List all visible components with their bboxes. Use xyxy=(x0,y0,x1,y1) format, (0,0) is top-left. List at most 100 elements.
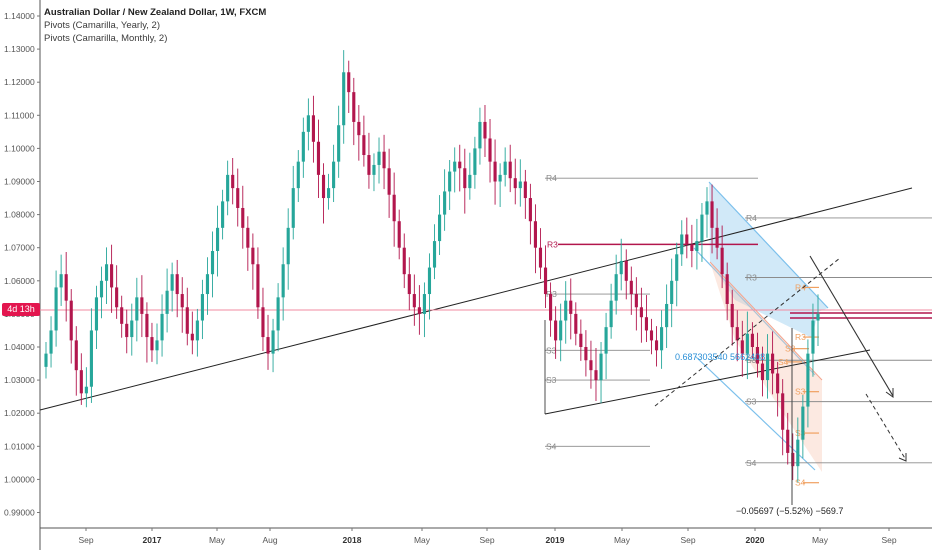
candle-body xyxy=(801,406,805,440)
trendline-support xyxy=(39,187,913,411)
candle-body xyxy=(599,353,603,381)
yearly-pivot-label: S4 xyxy=(546,441,557,451)
candle-body xyxy=(402,247,406,275)
candle-body xyxy=(609,300,613,328)
candle-body xyxy=(533,221,538,248)
candle-body xyxy=(357,121,361,136)
candle-body xyxy=(750,333,754,347)
candle-body xyxy=(417,307,421,314)
candle-body xyxy=(200,294,204,321)
x-tick-label: May xyxy=(614,535,631,545)
candle-body xyxy=(503,161,507,175)
candle-body xyxy=(342,72,346,126)
candle-body xyxy=(291,188,295,228)
candle-body xyxy=(140,297,144,314)
candle-body xyxy=(604,327,608,354)
channel-blue-mid xyxy=(693,247,816,376)
x-tick-label: Sep xyxy=(680,535,695,545)
yearly-pivot-label: R4 xyxy=(746,213,757,223)
candle-body xyxy=(347,72,351,93)
candle-body xyxy=(735,327,739,341)
candle-body xyxy=(453,161,457,172)
yearly-pivot-label: S3 xyxy=(546,345,557,355)
candle-body xyxy=(160,313,164,341)
monthly-pivot-label: S3 xyxy=(795,428,806,438)
candle-body xyxy=(432,241,437,268)
y-tick-label: 1.06000 xyxy=(4,276,35,286)
yearly-pivot-label: R4 xyxy=(546,173,557,183)
candle-body xyxy=(710,201,714,228)
candle-body xyxy=(155,340,159,351)
candle-body xyxy=(538,247,543,268)
x-tick-label: 2020 xyxy=(746,535,765,545)
candle-body xyxy=(64,274,68,301)
candle-body xyxy=(266,337,270,354)
candle-body xyxy=(468,174,472,189)
y-tick-label: 1.12000 xyxy=(4,77,35,87)
y-tick-label: 1.03000 xyxy=(4,375,35,385)
y-tick-label: 0.99000 xyxy=(4,508,35,518)
x-tick-label: Sep xyxy=(479,535,494,545)
yearly-pivot-label: R3 xyxy=(746,272,757,282)
candle-body xyxy=(705,201,709,215)
y-tick-label: 1.00000 xyxy=(4,474,35,484)
candle-body xyxy=(559,320,563,341)
candle-body xyxy=(392,194,396,222)
candle-body xyxy=(740,340,744,354)
projection-arrow-2 xyxy=(865,393,907,461)
candle-body xyxy=(337,125,341,162)
yearly-pivot-label: S3 xyxy=(746,355,757,365)
candle-body xyxy=(791,452,795,467)
indicator-monthly-pivots[interactable]: Pivots (Camarilla, Monthly, 2) xyxy=(44,33,168,44)
y-tick-label: 1.10000 xyxy=(4,143,35,153)
candle-body xyxy=(796,439,800,467)
candle-body xyxy=(680,234,684,255)
x-tick-label: Sep xyxy=(881,535,896,545)
x-tick-label: 2018 xyxy=(343,535,362,545)
candle-body xyxy=(760,363,765,381)
countdown-price-tag: 4d 13h xyxy=(2,303,40,316)
candle-body xyxy=(478,121,482,149)
candle-body xyxy=(407,274,411,295)
y-tick-label: 1.07000 xyxy=(4,243,35,253)
candle-body xyxy=(755,347,760,364)
x-tick-label: Aug xyxy=(262,535,277,545)
y-tick-label: 1.13000 xyxy=(4,44,35,54)
candle-body xyxy=(483,121,487,139)
candle-body xyxy=(54,287,58,331)
candle-body xyxy=(301,131,305,162)
candle-body xyxy=(438,214,442,242)
candle-body xyxy=(306,115,310,132)
candle-body xyxy=(644,317,649,331)
indicator-yearly-pivots[interactable]: Pivots (Camarilla, Yearly, 2) xyxy=(44,20,160,31)
symbol-title[interactable]: Australian Dollar / New Zealand Dollar, … xyxy=(44,7,267,18)
candle-body xyxy=(675,254,679,281)
y-tick-label: 1.08000 xyxy=(4,210,35,220)
candle-body xyxy=(377,151,381,165)
candle-body xyxy=(781,393,785,430)
candle-body xyxy=(448,171,452,192)
candle-body xyxy=(634,294,638,308)
candle-body xyxy=(463,168,467,189)
candle-body xyxy=(205,274,210,295)
dashed-projection-line xyxy=(654,257,841,407)
candle-body xyxy=(145,313,149,338)
candle-body xyxy=(629,280,633,295)
candle-body xyxy=(518,181,522,189)
candle-body xyxy=(241,207,245,228)
candle-body xyxy=(115,287,119,308)
candle-body xyxy=(281,264,285,298)
candle-body xyxy=(816,313,820,321)
chart-legend: Australian Dollar / New Zealand Dollar, … xyxy=(44,6,266,45)
candle-body xyxy=(685,234,689,245)
candle-body xyxy=(74,340,78,371)
candle-body xyxy=(579,333,583,347)
candle-body xyxy=(584,347,588,361)
measure-readout: −0.05697 (−5.52%) −569.7 xyxy=(736,506,843,516)
candle-body xyxy=(498,174,502,182)
candle-body xyxy=(321,174,326,199)
candle-body xyxy=(190,333,194,341)
candle-body xyxy=(44,353,48,367)
trendline-lower xyxy=(544,349,871,415)
